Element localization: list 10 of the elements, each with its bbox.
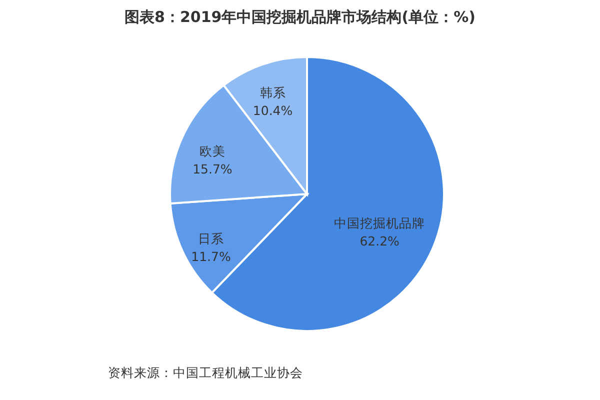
data-label: 62.2% bbox=[360, 233, 400, 248]
data-label: 15.7% bbox=[192, 161, 232, 176]
text: 资料来源：中国工程机械工业协会 bbox=[108, 365, 303, 380]
data-label: 10.4% bbox=[252, 103, 293, 118]
chart-title: 图表8：2019年中国挖掘机品牌市场结构(单位：%) bbox=[124, 8, 476, 26]
slice-label: 中国挖掘机品牌 bbox=[334, 215, 426, 230]
slice-label: 韩系 bbox=[260, 85, 286, 100]
data-label: 11.7% bbox=[191, 248, 231, 264]
slice-label: 欧美 bbox=[199, 143, 226, 158]
slice-label: 日系 bbox=[198, 230, 224, 246]
